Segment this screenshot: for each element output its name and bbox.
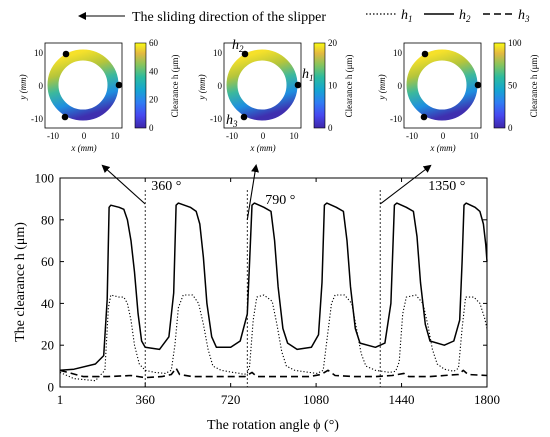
x-axis-label: The rotation angle ϕ (°) bbox=[207, 418, 339, 433]
inset-3-colorbar-tick: 100 bbox=[508, 38, 522, 48]
inset-2-colorbar-tick: 10 bbox=[328, 81, 338, 91]
inset-2-point-h2 bbox=[241, 50, 249, 58]
inset-3-xtick-1: 0 bbox=[441, 131, 446, 141]
inset-1-colorbar-label: Clearance h (μm) bbox=[170, 55, 180, 118]
y-tick-label: 40 bbox=[41, 296, 54, 311]
inset-3-ytick-2: -10 bbox=[390, 114, 402, 124]
x-tick-label: 1 bbox=[57, 392, 64, 407]
inset-2-xtick-2: 10 bbox=[290, 131, 300, 141]
inset-2-label-h1: h1 bbox=[302, 67, 314, 83]
inset-2-xtick-1: 0 bbox=[261, 131, 266, 141]
x-tick-label: 360 bbox=[135, 392, 155, 407]
inset-2-ytick-0: 10 bbox=[213, 48, 223, 58]
inset-1-xlabel: x (mm) bbox=[70, 143, 96, 153]
legend-label-h1: h1 bbox=[401, 8, 413, 24]
inset-3-colorbar bbox=[493, 42, 506, 129]
inset-1-colorbar bbox=[134, 42, 147, 129]
inset-3-xtick-0: -10 bbox=[406, 131, 418, 141]
x-tick-label: 1080 bbox=[303, 392, 329, 407]
inset-2-colorbar-label: Clearance h (μm) bbox=[344, 55, 354, 118]
inset-2-colorbar bbox=[313, 42, 326, 129]
inset-1-colorbar-tick: 60 bbox=[149, 38, 159, 48]
y-tick-label: 60 bbox=[41, 254, 54, 269]
axes-ticks: 1 360 720 1080 1440 1800 0 20 40 60 80 100 bbox=[35, 171, 501, 408]
inset-1-xtick-0: -10 bbox=[47, 131, 59, 141]
inset-2-ytick-2: -10 bbox=[210, 114, 222, 124]
legend-label-h3: h3 bbox=[518, 8, 530, 24]
inset-2-xtick-0: -10 bbox=[226, 131, 238, 141]
inset-2-ylabel: y (mm) bbox=[197, 74, 207, 100]
annotation-layer: 360 ° 790 ° 1350 ° bbox=[101, 164, 465, 387]
inset-2: h2 h1 h3 10 0 -10 -10 0 10 x (mm) y (mm)… bbox=[197, 38, 354, 153]
header: The sliding direction of the slipper h1 … bbox=[78, 8, 530, 25]
inset-2-label-h2: h2 bbox=[232, 38, 244, 54]
inset-2-ytick-1: 0 bbox=[218, 81, 223, 91]
inset-2-ring bbox=[226, 49, 298, 121]
annotation-arrow-1 bbox=[246, 164, 259, 221]
plot-frame bbox=[59, 177, 488, 388]
inset-1-ytick-2: -10 bbox=[31, 114, 43, 124]
inset-1-colorbar-tick: 0 bbox=[149, 123, 154, 133]
inset-2-colorbar-tick: 0 bbox=[328, 123, 333, 133]
inset-1-colorbar-tick: 20 bbox=[149, 95, 159, 105]
annotation-arrow-0 bbox=[101, 164, 146, 205]
inset-3-colorbar-label: Clearance h (μm) bbox=[529, 55, 539, 118]
inset-2-label-h3: h3 bbox=[226, 113, 238, 129]
legend-label-h2: h2 bbox=[459, 8, 471, 24]
inset-3-xlabel: x (mm) bbox=[429, 143, 455, 153]
inset-1: 10 0 -10 -10 0 10 x (mm) y (mm) 6040200 … bbox=[18, 38, 180, 153]
series-line-h2 bbox=[59, 202, 488, 372]
y-tick-label: 100 bbox=[35, 171, 55, 186]
inset-1-xtick-1: 0 bbox=[82, 131, 87, 141]
inset-3-colorbar-tick: 0 bbox=[508, 123, 513, 133]
annotation-label-1: 790 ° bbox=[265, 193, 295, 208]
inset-3-ring bbox=[406, 49, 478, 121]
series-layer bbox=[59, 202, 488, 382]
inset-2-colorbar-tick: 20 bbox=[328, 38, 338, 48]
inset-3-xtick-2: 10 bbox=[470, 131, 480, 141]
legend: h1 h2 h3 bbox=[366, 8, 530, 24]
inset-1-point-h3 bbox=[61, 113, 69, 121]
annotation-label-0: 360 ° bbox=[151, 179, 181, 194]
inset-3-ylabel: y (mm) bbox=[377, 74, 387, 100]
inset-3-point-h3 bbox=[420, 113, 428, 121]
inset-2-point-h3 bbox=[240, 113, 248, 121]
series-line-h1 bbox=[59, 294, 488, 382]
inset-1-ytick-1: 0 bbox=[39, 81, 44, 91]
direction-label: The sliding direction of the slipper bbox=[132, 10, 326, 25]
annotation-arrow-2 bbox=[379, 164, 432, 205]
y-tick-label: 80 bbox=[41, 212, 54, 227]
inset-3-colorbar-tick: 50 bbox=[508, 81, 518, 91]
annotation-label-2: 1350 ° bbox=[428, 179, 465, 194]
inset-1-xtick-2: 10 bbox=[111, 131, 121, 141]
y-axis-label: The clearance h (μm) bbox=[13, 222, 28, 342]
inset-1-ytick-0: 10 bbox=[34, 48, 44, 58]
main-chart: 1 360 720 1080 1440 1800 0 20 40 60 80 100 360 ° 790… bbox=[13, 164, 501, 433]
x-tick-label: 720 bbox=[221, 392, 241, 407]
inset-3-point-h2 bbox=[421, 50, 429, 58]
y-tick-label: 0 bbox=[48, 380, 55, 395]
inset-1-point-h1 bbox=[115, 81, 123, 89]
inset-3-ytick-0: 10 bbox=[393, 48, 403, 58]
inset-2-point-h1 bbox=[294, 81, 302, 89]
inset-2-xlabel: x (mm) bbox=[249, 143, 275, 153]
inset-3-point-h1 bbox=[474, 81, 482, 89]
inset-1-colorbar-tick: 40 bbox=[149, 66, 159, 76]
y-tick-label: 20 bbox=[41, 338, 54, 353]
inset-3: 10 0 -10 -10 0 10 x (mm) y (mm) 100 50 0 C… bbox=[377, 38, 539, 153]
inset-1-point-h2 bbox=[62, 50, 70, 58]
inset-3-ytick-1: 0 bbox=[398, 81, 403, 91]
inset-1-ylabel: y (mm) bbox=[18, 74, 28, 100]
x-tick-label: 1440 bbox=[389, 392, 415, 407]
inset-1-ring bbox=[47, 49, 119, 121]
series-line-h3 bbox=[59, 367, 488, 379]
x-tick-label: 1800 bbox=[474, 392, 500, 407]
